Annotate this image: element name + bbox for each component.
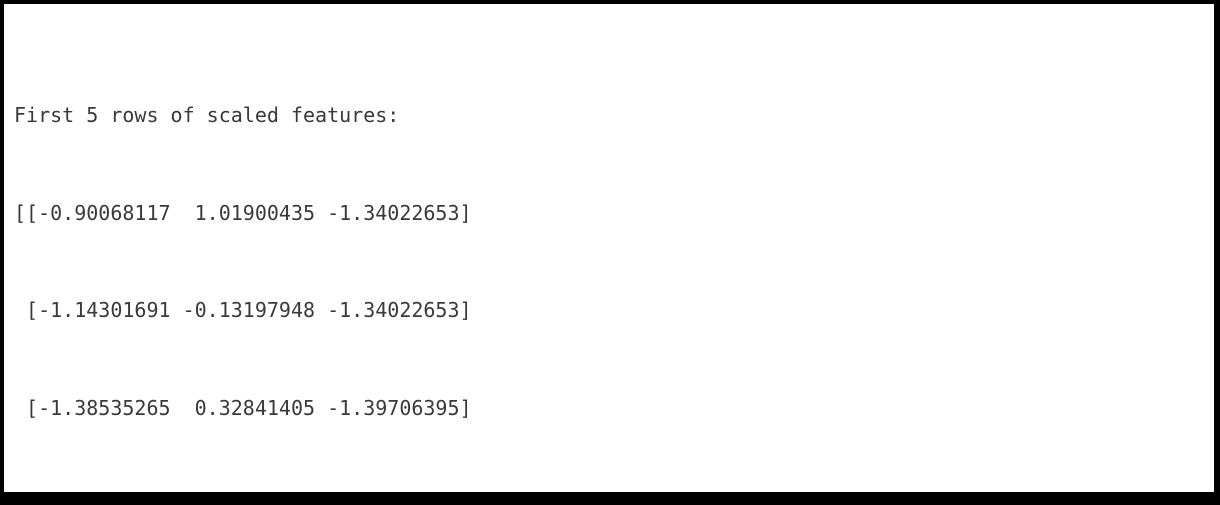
scaled-features-heading: First 5 rows of scaled features: xyxy=(14,103,400,127)
scaled-features-row: [-1.50652052 0.09821729 -1.2833891 ] xyxy=(14,489,881,492)
console-output-text: First 5 rows of scaled features: [[-0.90… xyxy=(14,34,881,492)
scaled-features-row: [-1.14301691 -0.13197948 -1.34022653] xyxy=(14,298,472,322)
scaled-features-row: [-1.38535265 0.32841405 -1.39706395] xyxy=(14,395,472,420)
scaled-features-row: [[-0.90068117 1.01900435 -1.34022653] xyxy=(14,200,472,225)
console-output-panel: First 5 rows of scaled features: [[-0.90… xyxy=(4,4,1214,492)
